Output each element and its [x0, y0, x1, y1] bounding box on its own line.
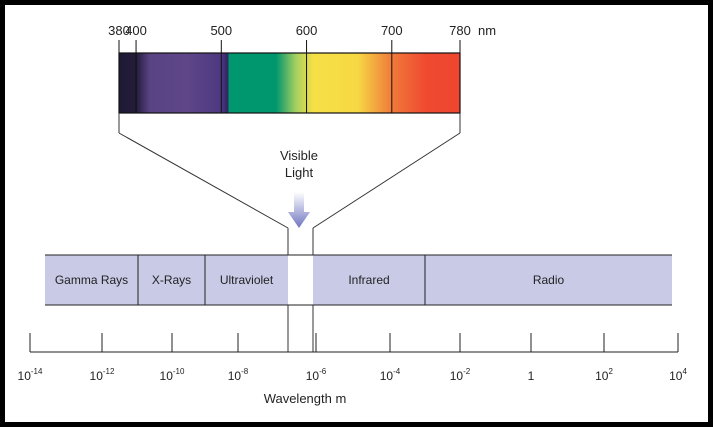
visible-label-line1: Visible [280, 148, 318, 163]
band-label: X-Rays [152, 273, 191, 287]
axis-tick-label: 102 [595, 367, 613, 383]
axis-tick-label: 10-12 [90, 367, 115, 383]
band-label: Gamma Rays [55, 273, 128, 287]
band-label: Radio [533, 273, 565, 287]
wavelength-axis: 10-14 10-12 10-10 10-8 10-6 10-4 10-2 1 102 104 [18, 333, 687, 383]
electromagnetic-spectrum-diagram: 380 400 500 600 700 780 nm Visible Light Gamm… [5, 5, 708, 422]
spectrum-unit: nm [478, 23, 496, 38]
spectrum-tick-label: 780 [449, 23, 471, 38]
down-arrow-icon [288, 192, 310, 228]
band-x-rays [138, 255, 205, 305]
spectrum-tick-label: 600 [296, 23, 318, 38]
axis-tick-label: 1 [528, 369, 535, 383]
band-infrared [313, 255, 425, 305]
visible-spectrum-bar [118, 52, 461, 114]
visible-label-line2: Light [285, 165, 314, 180]
spectrum-tick-label: 700 [381, 23, 403, 38]
band-radio [425, 255, 672, 305]
spectrum-bands: Gamma Rays X-Rays Ultraviolet Infrared Radio [45, 254, 672, 306]
axis-tick-label: 10-8 [228, 367, 249, 383]
axis-tick-label: 10-4 [380, 367, 401, 383]
axis-tick-label: 10-6 [306, 367, 327, 383]
band-gamma-rays [45, 255, 138, 305]
band-visible [288, 255, 313, 305]
axis-tick-label: 10-14 [18, 367, 43, 383]
axis-tick-label: 10-10 [160, 367, 185, 383]
axis-tick-label: 10-2 [450, 367, 471, 383]
spectrum-tick-label: 500 [210, 23, 232, 38]
axis-tick-label: 104 [669, 367, 687, 383]
band-label: Ultraviolet [220, 273, 274, 287]
axis-label: Wavelength m [264, 391, 347, 406]
spectrum-tick-label: 380 [108, 23, 130, 38]
band-label: Infrared [348, 273, 389, 287]
band-ultraviolet [205, 255, 288, 305]
spectrum-tick-label: 400 [125, 23, 147, 38]
